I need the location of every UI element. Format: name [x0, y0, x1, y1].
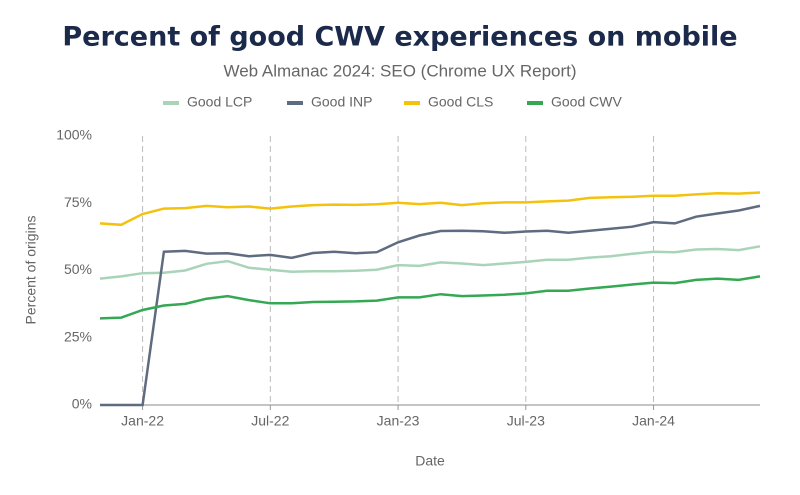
y-tick-label: 50% [64, 261, 92, 277]
y-tick-label: 100% [56, 127, 92, 143]
legend-label: Good CLS [428, 94, 493, 110]
x-tick-label: Jan-22 [121, 413, 164, 429]
y-tick-label: 0% [72, 396, 92, 412]
x-tick-label: Jul-23 [507, 413, 545, 429]
legend-label: Good LCP [187, 94, 252, 110]
x-axis-label: Date [415, 453, 445, 469]
y-axis-label: Percent of origins [23, 216, 39, 325]
legend-label: Good INP [311, 94, 372, 110]
y-tick-label: 75% [64, 194, 92, 210]
series-line [100, 204, 761, 407]
legend-label: Good CWV [551, 94, 622, 110]
series-line [99, 191, 761, 227]
chart-subtitle: Web Almanac 2024: SEO (Chrome UX Report) [223, 61, 576, 80]
x-tick-label: Jul-22 [251, 413, 289, 429]
series-line [99, 275, 761, 320]
x-tick-label: Jan-23 [377, 413, 420, 429]
y-tick-label: 25% [64, 328, 92, 344]
series-line [99, 245, 761, 280]
x-tick-label: Jan-24 [632, 413, 675, 429]
chart-title: Percent of good CWV experiences on mobil… [62, 22, 737, 53]
